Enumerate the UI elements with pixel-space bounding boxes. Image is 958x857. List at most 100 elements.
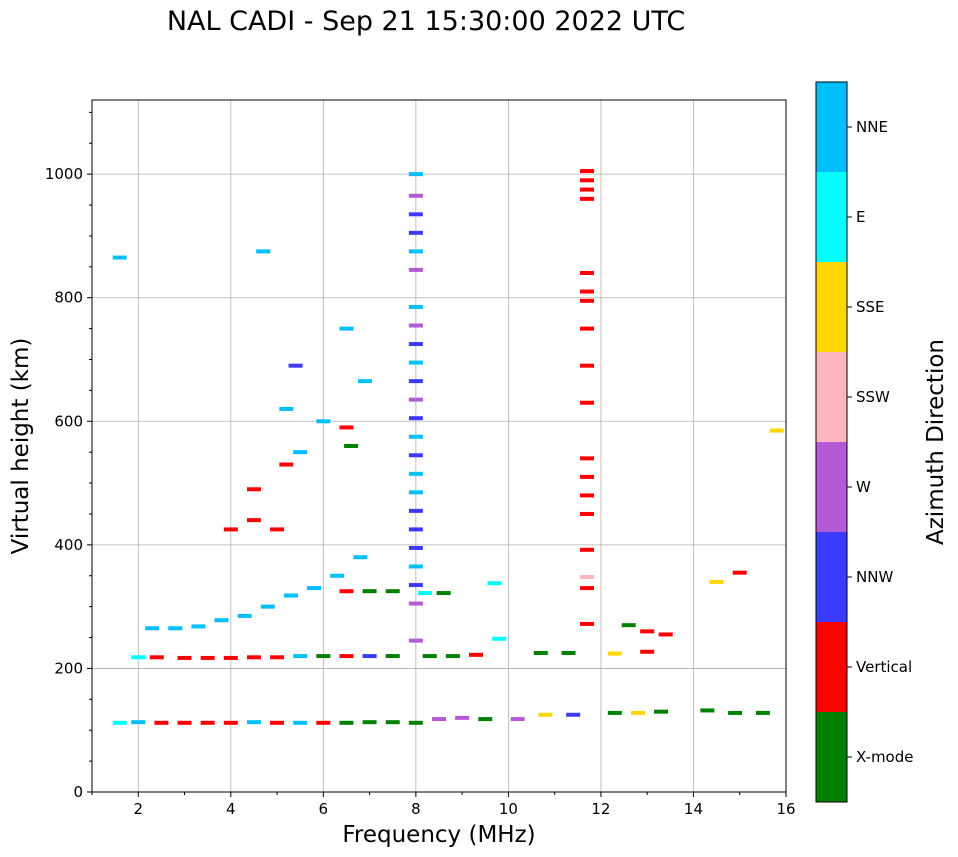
echo-point (408, 564, 423, 569)
echo-point (510, 717, 525, 722)
echo-point (149, 655, 164, 660)
echo-point (418, 591, 433, 596)
colorbar-segment (816, 82, 847, 172)
colorbar-segment (816, 622, 847, 712)
echo-point (307, 586, 322, 591)
echo-point (339, 589, 354, 594)
echo-point (293, 720, 308, 725)
echo-point (385, 654, 400, 659)
echo-point (580, 493, 595, 498)
echo-point (580, 511, 595, 516)
x-tick-label: 14 (684, 800, 703, 818)
echo-point (580, 178, 595, 183)
echo-point (408, 212, 423, 217)
echo-point (260, 604, 275, 609)
colorbar-tick-label: W (856, 478, 871, 496)
echo-point (200, 720, 215, 725)
echo-point (538, 712, 553, 717)
echo-point (270, 527, 285, 532)
echo-point (293, 654, 308, 659)
x-tick-label: 16 (776, 800, 795, 818)
colorbar: X-mode Vertical NNW W SSW SSE E NNE (815, 81, 913, 803)
echo-point (408, 360, 423, 365)
echo-point (658, 632, 673, 637)
echo-point (408, 342, 423, 347)
series-group (145, 428, 784, 637)
echo-point (330, 573, 345, 578)
series-group (112, 708, 770, 725)
echo-point (533, 650, 548, 655)
plot-frame (91, 99, 787, 793)
x-tick-label: 8 (411, 800, 421, 818)
echo-point (580, 474, 595, 479)
echo-point (408, 397, 423, 402)
echo-point (630, 710, 645, 715)
echo-point (408, 249, 423, 254)
colorbar-tick-label: NNE (856, 118, 888, 136)
echo-point (223, 720, 238, 725)
echo-point (408, 193, 423, 198)
echo-point (339, 654, 354, 659)
echo-point (408, 379, 423, 384)
echo-point (621, 623, 636, 628)
echo-point (288, 363, 303, 368)
echo-point (580, 363, 595, 368)
echo-point (246, 518, 261, 523)
echo-point (580, 298, 595, 303)
x-tick-label: 12 (591, 800, 610, 818)
echo-point (422, 654, 437, 659)
echo-point (177, 720, 192, 725)
echo-point (580, 289, 595, 294)
echo-point (168, 626, 183, 631)
echo-point (487, 581, 502, 586)
echo-point (580, 196, 595, 201)
echo-point (279, 462, 294, 467)
echo-point (339, 326, 354, 331)
echo-point (408, 601, 423, 606)
echo-point (654, 709, 669, 714)
echo-point (256, 249, 271, 254)
echo-point (408, 490, 423, 495)
echo-point (131, 720, 146, 725)
series-group (112, 249, 372, 532)
echo-point (561, 650, 576, 655)
echo-point (316, 419, 331, 424)
echo-point (408, 583, 423, 588)
colorbar-segment (816, 172, 847, 262)
echo-point (580, 621, 595, 626)
echo-point (316, 720, 331, 725)
echo-point (408, 720, 423, 725)
echo-point (246, 655, 261, 660)
echo-point (408, 172, 423, 177)
echo-point (408, 638, 423, 643)
echo-point (223, 655, 238, 660)
echo-point (580, 574, 595, 579)
y-tick-label: 800 (54, 289, 83, 307)
colorbar-tick-label: X-mode (856, 748, 913, 766)
y-tick-label: 0 (73, 783, 83, 801)
echo-point (408, 323, 423, 328)
echo-point (279, 406, 294, 411)
grid-lines (92, 100, 787, 793)
echo-point (478, 717, 493, 722)
colorbar-segment (816, 712, 847, 802)
echo-point (580, 547, 595, 552)
echo-point (640, 629, 655, 634)
echo-point (709, 579, 724, 584)
echo-point (246, 720, 261, 725)
echo-point (408, 527, 423, 532)
x-tick-label: 6 (319, 800, 329, 818)
colorbar-segment (816, 532, 847, 622)
colorbar-segment (816, 442, 847, 532)
echo-point (408, 267, 423, 272)
echo-point (270, 655, 285, 660)
echo-point (293, 450, 308, 455)
colorbar-tick-label: Vertical (856, 658, 912, 676)
echo-point (362, 589, 377, 594)
x-axis-ticks: 2 4 6 8 10 12 14 16 (91, 792, 796, 818)
echo-point (385, 589, 400, 594)
echo-point (408, 434, 423, 439)
echo-point (408, 453, 423, 458)
x-axis-label: Frequency (MHz) (342, 822, 535, 848)
